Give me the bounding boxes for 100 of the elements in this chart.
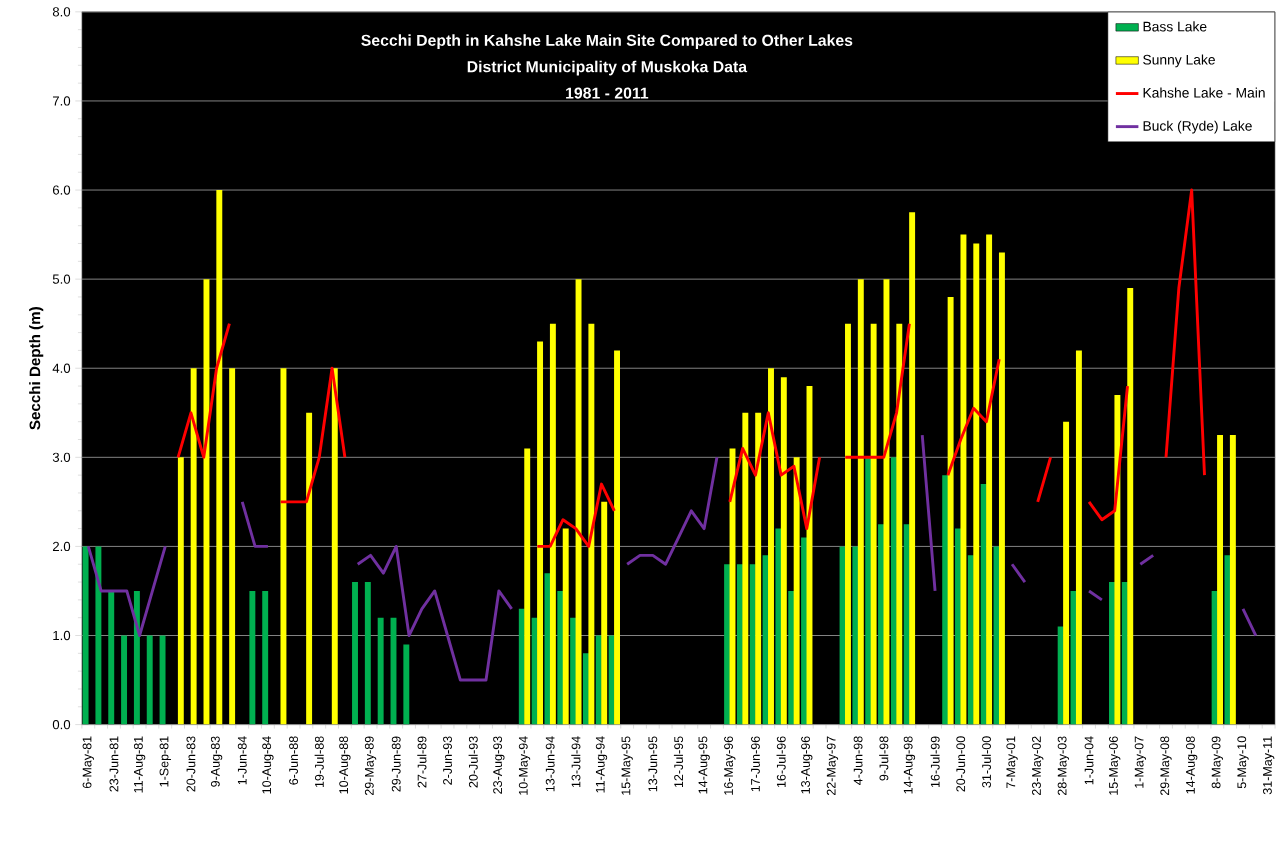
bar [570, 617, 577, 725]
x-tick-label: 11-Aug-94 [595, 736, 608, 793]
bar [280, 368, 287, 725]
bar [562, 528, 569, 725]
y-tick-label: 1.0 [53, 630, 71, 641]
bar [1229, 434, 1236, 725]
bar [108, 590, 115, 725]
x-tick-label: 27-Jul-89 [417, 736, 427, 788]
legend-label: Buck (Ryde) Lake [1143, 120, 1252, 134]
x-tick-label: 16-Jul-96 [776, 736, 786, 788]
bar [960, 234, 967, 725]
x-tick-label: 31-May-11 [1262, 736, 1275, 795]
bar [133, 590, 140, 725]
y-axis-title: Secchi Depth (m) [29, 307, 44, 430]
bar [986, 234, 993, 725]
bar [557, 590, 564, 725]
x-tick-label: 20-Jun-00 [956, 736, 966, 792]
bar [364, 582, 371, 725]
y-tick-label: 6.0 [52, 185, 71, 195]
bar [1114, 394, 1121, 725]
bar [973, 243, 980, 725]
bar [262, 590, 269, 725]
bar [780, 377, 787, 725]
x-tick-label: 22-May-97 [826, 736, 839, 796]
x-tick-label: 23-Jun-81 [109, 736, 119, 792]
x-tick-label: 11-Aug-81 [133, 736, 146, 793]
x-tick-label: 15-May-06 [1109, 736, 1121, 795]
bar [998, 252, 1005, 725]
bar [724, 564, 731, 725]
x-tick-label: 10-Aug-88 [339, 736, 351, 794]
bar [1224, 555, 1231, 725]
bar [1063, 421, 1070, 725]
x-tick-label: 1-Jun-84 [237, 736, 247, 785]
x-tick-label: 1-Sep-81 [159, 736, 171, 787]
bar [159, 635, 166, 725]
x-tick-label: 20-Jun-83 [186, 736, 196, 792]
bar [852, 546, 859, 725]
bar [775, 528, 782, 725]
x-tick-label: 16-Jul-99 [930, 736, 940, 788]
bar [896, 323, 903, 725]
x-tick-label: 8-May-09 [1211, 736, 1224, 789]
x-tick-label: 23-May-02 [1032, 736, 1044, 796]
x-tick-label: 9-Jul-98 [879, 736, 889, 781]
bar [177, 457, 184, 725]
bar [306, 412, 313, 725]
x-tick-label: 1-Jun-04 [1084, 736, 1094, 785]
bar [216, 189, 223, 725]
y-tick-label: 7.0 [52, 96, 71, 106]
y-tick-label: 2.0 [52, 541, 71, 552]
x-tick-label: 29-May-08 [1160, 736, 1172, 796]
x-tick-label: 1-May-07 [1134, 736, 1147, 788]
x-tick-label: 29-Jun-89 [391, 736, 401, 792]
x-tick-label: 4-Jun-98 [853, 736, 863, 785]
bar [942, 475, 949, 725]
bar [1127, 287, 1134, 725]
bar [742, 412, 749, 725]
bar [801, 537, 808, 725]
y-tick-label: 8.0 [52, 7, 71, 17]
bar [857, 279, 864, 725]
x-tick-label: 16-May-96 [724, 736, 736, 795]
bar [403, 644, 410, 725]
x-tick-label: 6-Jun-88 [289, 736, 299, 785]
x-tick-label: 10-May-94 [518, 736, 531, 795]
bar [229, 368, 236, 725]
bar [1217, 434, 1224, 725]
bar [249, 590, 256, 725]
x-tick-label: 14-Aug-08 [1186, 736, 1198, 794]
bar [352, 582, 358, 725]
bar [331, 368, 338, 725]
bar [845, 323, 851, 725]
bar [190, 368, 197, 725]
bar [121, 635, 128, 725]
bar [537, 341, 544, 725]
x-tick-label: 28-May-03 [1057, 736, 1070, 796]
bar [549, 323, 556, 725]
text: District Municipality of Muskoka Data [467, 60, 748, 76]
bar [575, 279, 582, 725]
x-tick-label: 23-Aug-93 [493, 736, 505, 794]
bar [793, 457, 800, 725]
annotation: 1981 - 2011 [566, 87, 649, 99]
bar [755, 412, 762, 725]
x-tick-label: 2-Jun-93 [443, 736, 452, 785]
x-tick-label: 19-Jul-88 [314, 736, 324, 788]
x-tick-label: 13-Jul-94 [571, 736, 581, 788]
x-tick-label: 31-Jul-00 [981, 736, 991, 788]
bar [909, 212, 916, 725]
x-tick-label: 6-May-81 [82, 736, 94, 789]
legend-label: Sunny Lake [1143, 54, 1215, 68]
bar [95, 546, 102, 725]
bar [883, 279, 890, 725]
x-tick-label: 9-Aug-83 [210, 736, 223, 787]
x-tick-label: 7-May-01 [1006, 736, 1018, 789]
x-tick-label: 14-Aug-98 [903, 736, 916, 794]
x-tick-label: 13-Aug-96 [801, 736, 813, 794]
y-tick-label: 5.0 [52, 274, 71, 284]
bar [377, 617, 384, 725]
bar [870, 323, 877, 725]
bar [544, 573, 551, 725]
bar [146, 635, 153, 725]
bar [768, 368, 774, 725]
